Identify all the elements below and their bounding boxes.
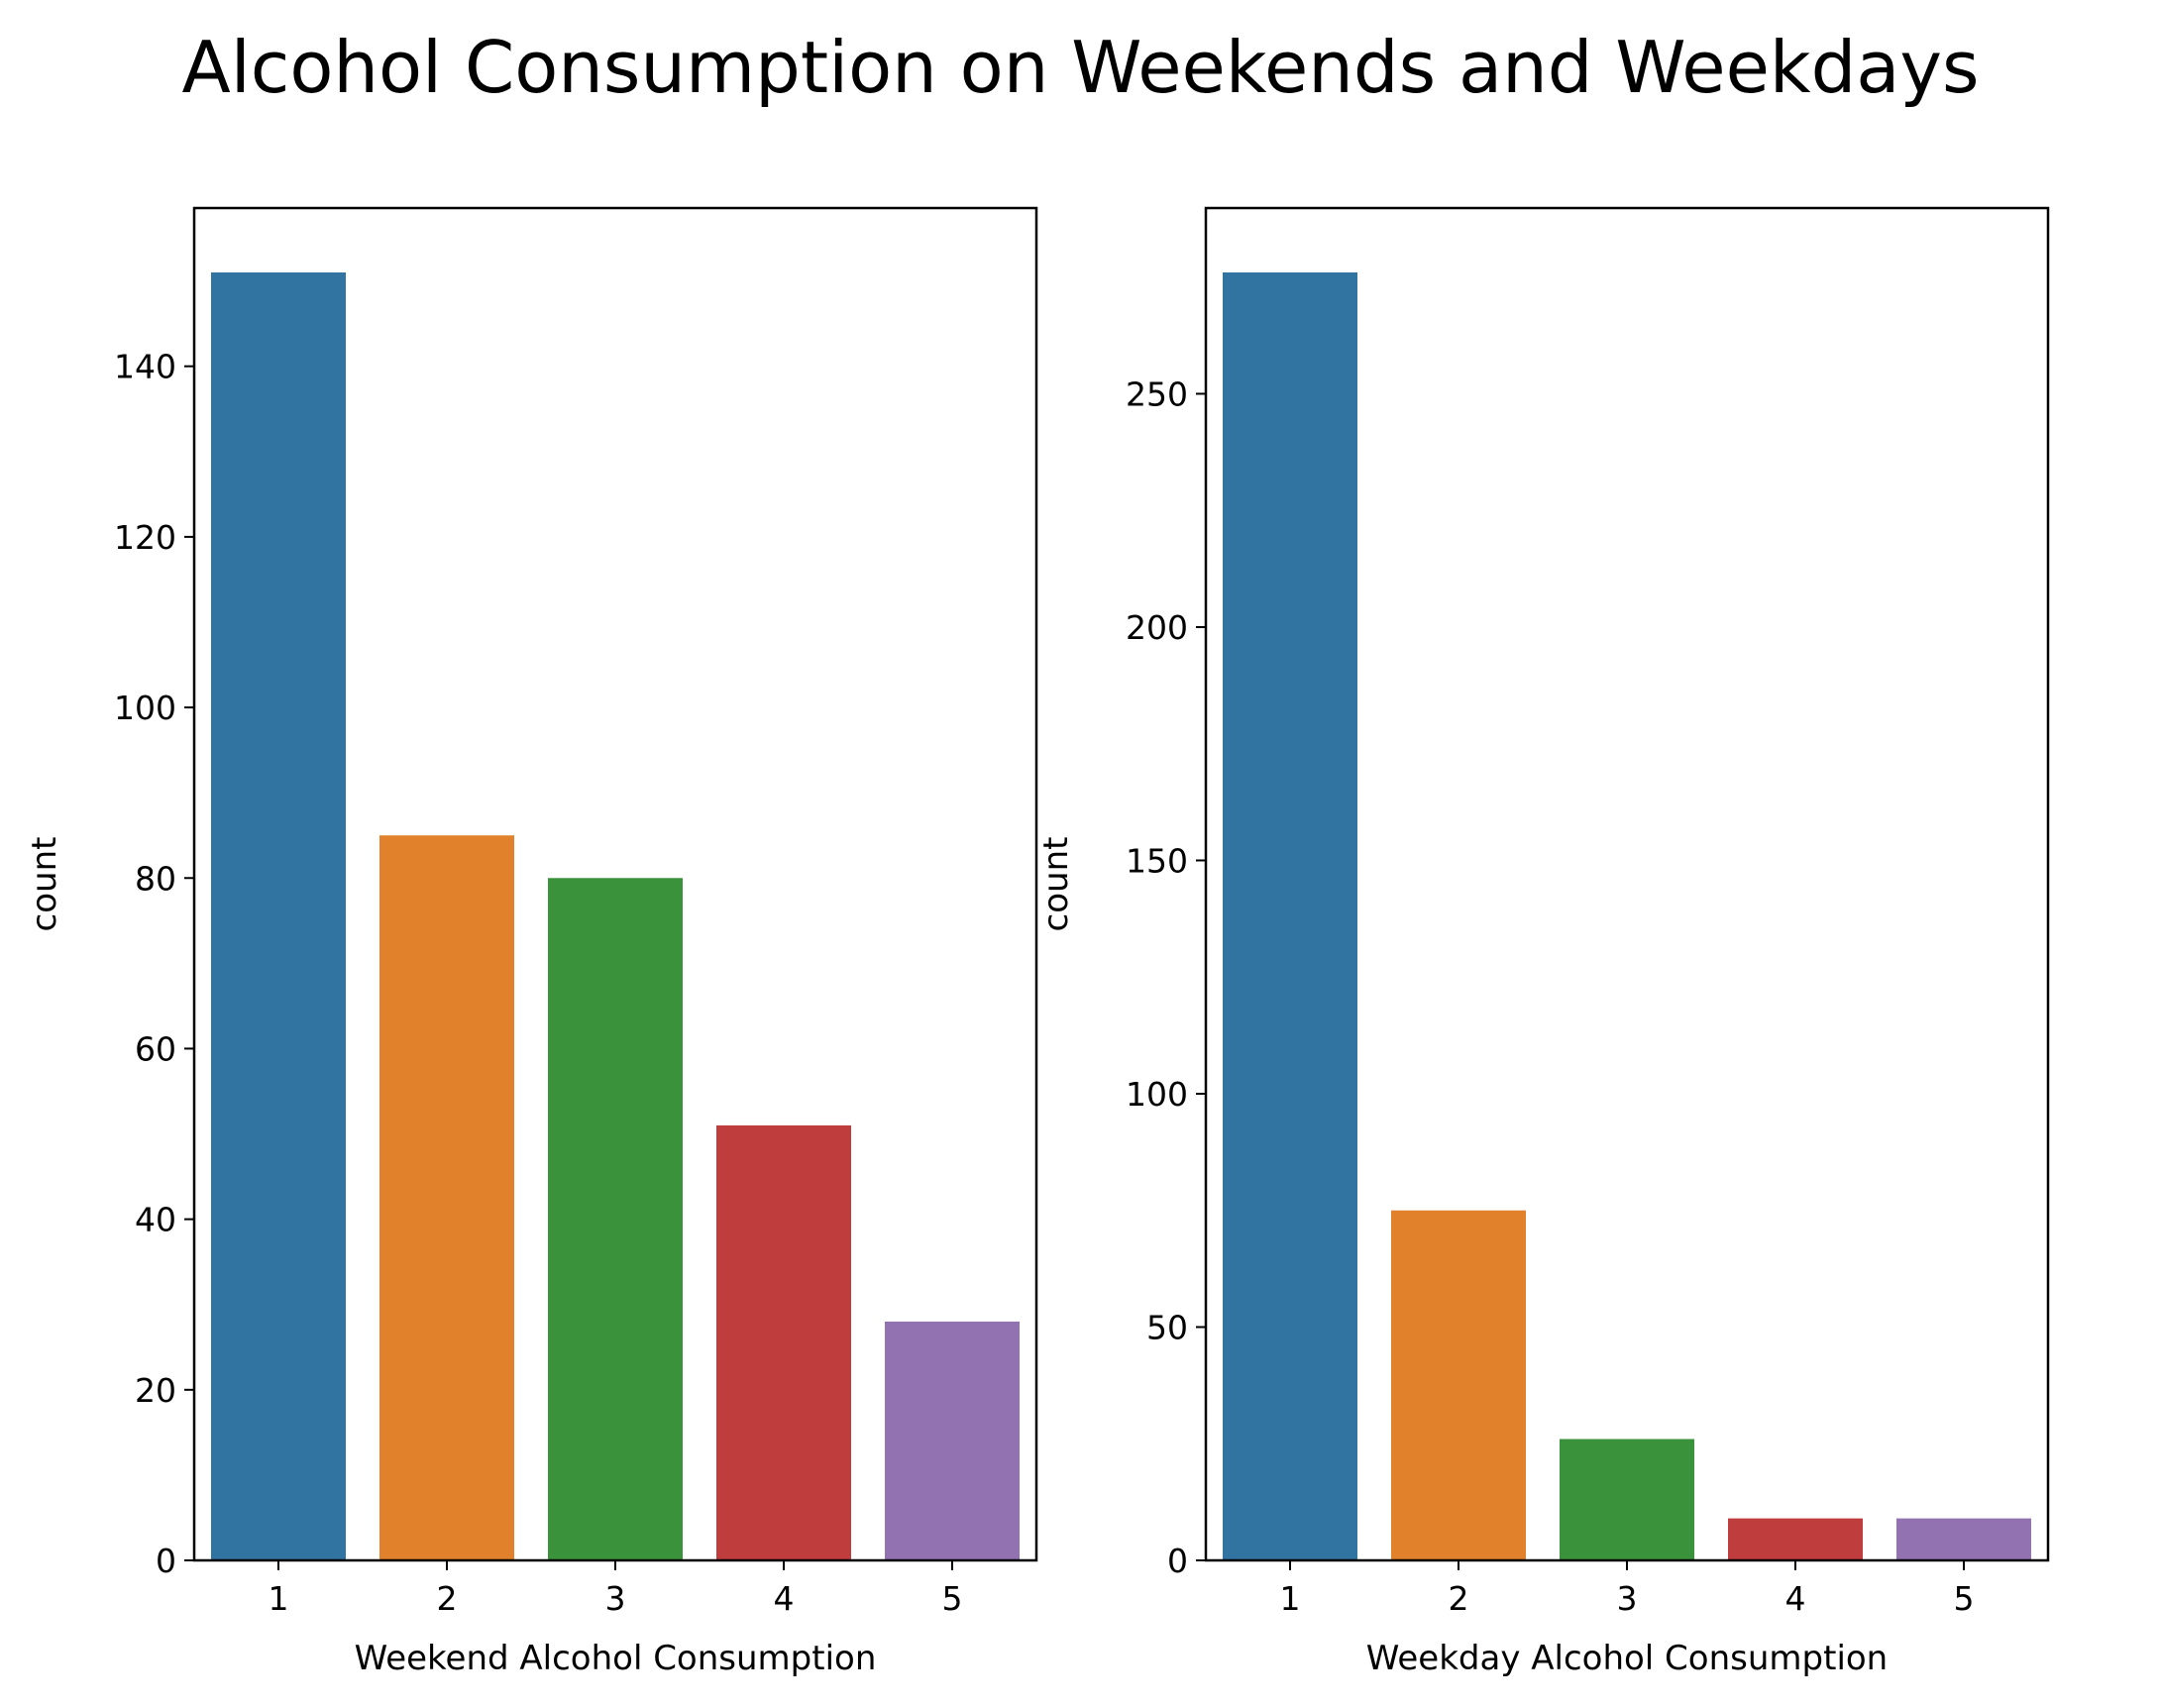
weekday-y-tick-label: 50 bbox=[1146, 1308, 1188, 1346]
weekend-y-tick-label: 80 bbox=[135, 859, 176, 898]
weekday-x-tick-label: 1 bbox=[1280, 1579, 1301, 1618]
weekday-y-tick-label: 150 bbox=[1126, 841, 1188, 880]
weekend-y-axis-label: count bbox=[25, 837, 64, 932]
weekday-x-tick-label: 2 bbox=[1449, 1579, 1469, 1618]
weekday-bar-1 bbox=[1223, 272, 1357, 1560]
weekend-bar-4 bbox=[716, 1124, 851, 1560]
weekend-y-tick-label: 40 bbox=[135, 1201, 176, 1239]
weekday-y-tick-label: 250 bbox=[1126, 374, 1188, 413]
weekend-bar-1 bbox=[211, 272, 346, 1560]
weekend-y-tick-label: 140 bbox=[114, 348, 176, 386]
weekend-y-tick-label: 100 bbox=[114, 689, 176, 727]
weekend-x-tick-label: 3 bbox=[605, 1579, 626, 1618]
weekend-bar-3 bbox=[548, 878, 683, 1560]
weekday-y-tick-label: 0 bbox=[1167, 1542, 1188, 1580]
weekday-x-tick-label: 5 bbox=[1954, 1579, 1975, 1618]
weekday-y-axis-label: count bbox=[1036, 837, 1076, 932]
weekday-x-tick-label: 4 bbox=[1785, 1579, 1806, 1618]
weekend-y-tick-label: 60 bbox=[135, 1029, 176, 1068]
weekend-x-tick-label: 4 bbox=[774, 1579, 795, 1618]
weekend-x-tick-label: 5 bbox=[942, 1579, 963, 1618]
weekday-bar-4 bbox=[1728, 1518, 1863, 1560]
weekend-y-tick-label: 120 bbox=[114, 518, 176, 557]
weekday-bar-2 bbox=[1391, 1210, 1526, 1560]
weekend-bar-2 bbox=[379, 835, 514, 1560]
weekday-y-tick-label: 200 bbox=[1126, 608, 1188, 647]
weekday-bar-5 bbox=[1896, 1518, 2031, 1560]
weekday-y-tick-label: 100 bbox=[1126, 1075, 1188, 1114]
weekend-x-tick-label: 1 bbox=[269, 1579, 289, 1618]
weekend-x-tick-label: 2 bbox=[437, 1579, 458, 1618]
weekday-chart: 0 50 100 150 200 250 1 2 3 4 5 Weekday Alcohol Cons… bbox=[1036, 206, 2050, 1678]
weekend-y-tick-label: 0 bbox=[156, 1542, 176, 1580]
weekend-chart: 0 20 40 60 80 100 120 140 1 2 3 4 5 Weekend Alcohol C… bbox=[25, 206, 1038, 1678]
weekday-bar-3 bbox=[1560, 1439, 1694, 1560]
weekday-x-tick-label: 3 bbox=[1617, 1579, 1638, 1618]
weekday-x-axis-label: Weekday Alcohol Consumption bbox=[1366, 1639, 1889, 1678]
weekend-bar-5 bbox=[885, 1321, 1020, 1560]
weekend-x-axis-label: Weekend Alcohol Consumption bbox=[355, 1639, 877, 1678]
figure-title: Alcohol Consumption on Weekends and Week… bbox=[181, 26, 1980, 109]
weekend-y-tick-label: 20 bbox=[135, 1371, 176, 1410]
